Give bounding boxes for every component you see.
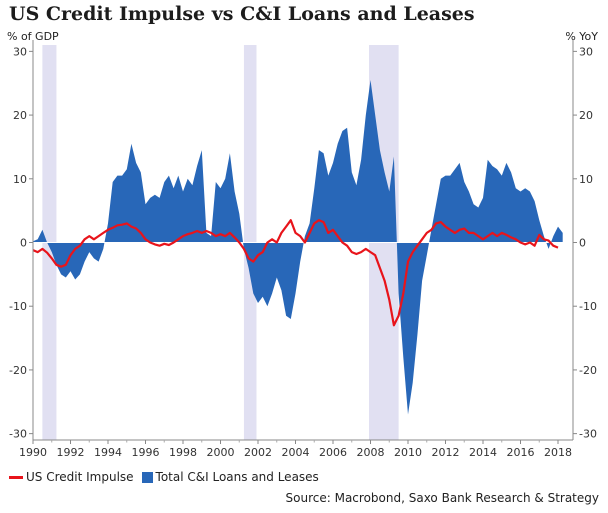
- x-tick-label: 2010: [394, 446, 422, 459]
- axes: -30 -30 -20 -20 -10 -10 0 0 10 10 20 20 30 30 1990 1992…: [9, 40, 597, 459]
- x-tick-label: 2008: [357, 446, 385, 459]
- y-tick-label-right: -10: [579, 300, 597, 313]
- loans-area-series: [33, 80, 563, 415]
- x-tick-label: 1998: [169, 446, 197, 459]
- chart-title: US Credit Impulse vs C&I Loans and Lease…: [9, 3, 475, 25]
- x-tick-label: 2016: [507, 446, 535, 459]
- x-tick-label: 2006: [319, 446, 347, 459]
- right-axis-label: % YoY: [565, 30, 598, 43]
- y-tick-label-right: 10: [579, 173, 593, 186]
- impulse-line: [32, 219, 559, 327]
- y-tick-label-left: -20: [9, 364, 27, 377]
- legend-label-loans: Total C&I Loans and Leases: [155, 470, 319, 484]
- y-tick-label-left: -30: [9, 428, 27, 441]
- legend-item-impulse: US Credit Impulse: [9, 470, 134, 484]
- x-tick-label: 2002: [244, 446, 272, 459]
- legend: US Credit Impulse Total C&I Loans and Le…: [9, 470, 319, 484]
- impulse-line-series: [32, 219, 559, 327]
- legend-label-impulse: US Credit Impulse: [26, 470, 134, 484]
- left-axis-label: % of GDP: [7, 30, 59, 43]
- legend-swatch-loans: [141, 471, 153, 483]
- legend-swatch-impulse: [9, 475, 23, 479]
- source-note: Source: Macrobond, Saxo Bank Research & …: [285, 491, 599, 505]
- x-tick-label: 2018: [544, 446, 572, 459]
- x-tick-label: 1990: [19, 446, 47, 459]
- x-tick-label: 2014: [469, 446, 497, 459]
- x-tick-label: 1992: [57, 446, 85, 459]
- y-tick-label-right: -20: [579, 364, 597, 377]
- x-tick-label: 2012: [432, 446, 460, 459]
- y-tick-label-right: 20: [579, 109, 593, 122]
- x-tick-label: 2000: [207, 446, 235, 459]
- y-tick-label-left: 30: [13, 45, 27, 58]
- x-tick-label: 1994: [94, 446, 122, 459]
- y-tick-label-left: -10: [9, 300, 27, 313]
- loans-area: [33, 80, 563, 415]
- x-tick-label: 1996: [132, 446, 160, 459]
- y-tick-label-left: 20: [13, 109, 27, 122]
- x-tick-label: 2004: [282, 446, 310, 459]
- y-tick-label-left: 10: [13, 173, 27, 186]
- y-tick-label-right: -30: [579, 428, 597, 441]
- y-tick-label-left: 0: [20, 237, 27, 250]
- legend-item-loans: Total C&I Loans and Leases: [141, 470, 319, 484]
- y-tick-label-right: 30: [579, 45, 593, 58]
- y-tick-label-right: 0: [579, 237, 586, 250]
